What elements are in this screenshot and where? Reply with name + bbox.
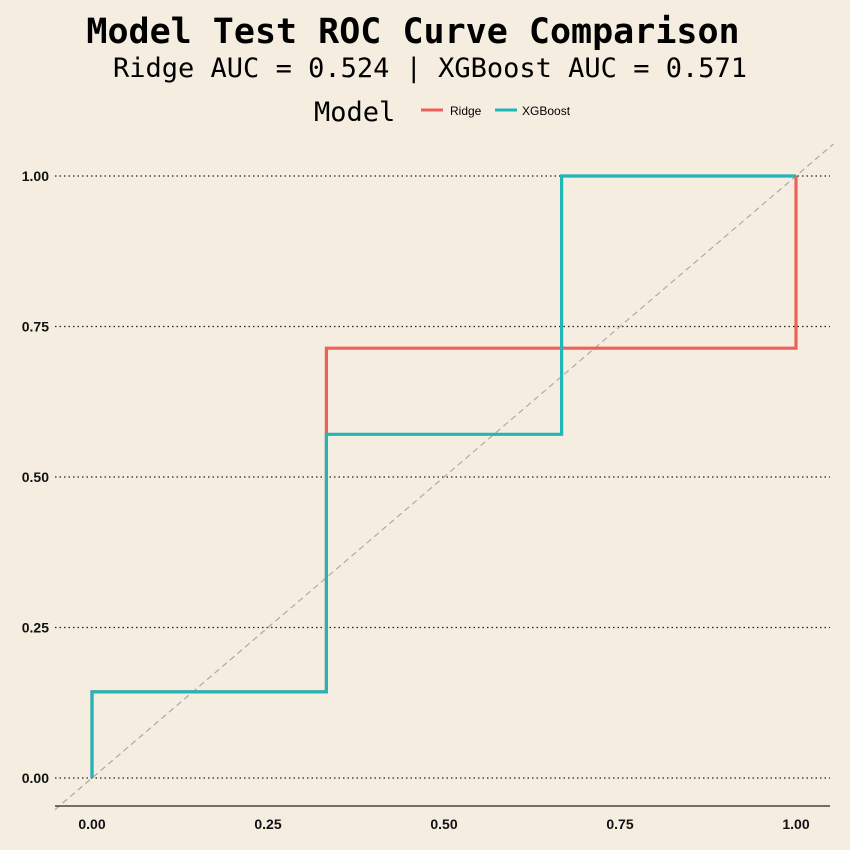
x-tick-label: 1.00	[782, 816, 809, 832]
chart-subtitle: Ridge AUC = 0.524 | XGBoost AUC = 0.571	[113, 53, 747, 84]
legend-label-xgboost: XGBoost	[522, 104, 571, 118]
y-tick-label: 0.75	[22, 319, 49, 335]
y-tick-label: 0.25	[22, 620, 49, 636]
series-layer	[90, 174, 798, 778]
legend-title: Model	[314, 97, 395, 128]
series-line-xgboost	[90, 174, 796, 778]
grid	[55, 175, 830, 779]
y-tick-label: 1.00	[22, 168, 49, 184]
x-tick-label: 0.50	[430, 816, 457, 832]
x-tick-label: 0.75	[606, 816, 633, 832]
reference-diagonal-line	[54, 143, 834, 811]
chart-title: Model Test ROC Curve Comparison	[86, 12, 739, 52]
x-tick-label: 0.25	[254, 816, 281, 832]
x-tick-label: 0.00	[78, 816, 105, 832]
reference-diagonal	[54, 143, 834, 811]
y-tick-label: 0.50	[22, 469, 49, 485]
axes: 0.00 0.25 0.50 0.75 1.00 0.00 0.25 0.50 0.75 1.00	[22, 168, 830, 832]
legend: Model Ridge XGBoost	[314, 97, 571, 128]
y-tick-label: 0.00	[22, 770, 49, 786]
legend-label-ridge: Ridge	[450, 104, 482, 118]
